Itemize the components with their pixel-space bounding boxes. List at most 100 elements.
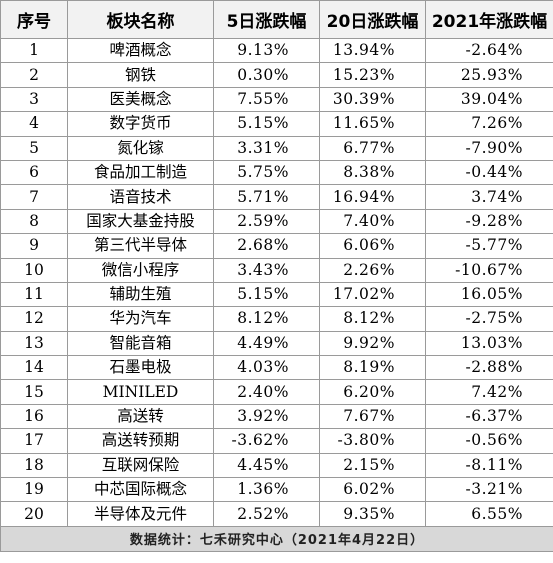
sector-name: 医美概念 (67, 86, 214, 113)
row-index: 7 (0, 184, 68, 210)
table-row: 20 半导体及元件 2.52% 9.35% 6.55% (0, 501, 553, 527)
header-20day-change: 20日涨跌幅 (319, 0, 426, 39)
change-5day: 4.49% (213, 330, 320, 357)
change-2021: 7.26% (425, 111, 553, 137)
change-20day: 8.19% (319, 355, 426, 381)
table-row: 14 石墨电极 4.03% 8.19% -2.88% (0, 355, 553, 381)
change-20day: 7.40% (319, 208, 426, 235)
row-index: 9 (0, 233, 68, 259)
change-5day: 5.15% (213, 281, 320, 308)
sector-name: 辅助生殖 (67, 281, 214, 308)
sector-name: 石墨电极 (67, 355, 214, 381)
change-5day: 0.30% (213, 62, 320, 88)
change-20day: 7.67% (319, 403, 426, 430)
change-5day: 1.36% (213, 477, 320, 503)
sector-name: 第三代半导体 (67, 233, 214, 259)
row-index: 10 (0, 257, 68, 283)
sector-name: 智能音箱 (67, 330, 214, 357)
table-row: 15 MINILED 2.40% 6.20% 7.42% (0, 379, 553, 405)
sector-name: 啤酒概念 (67, 37, 214, 64)
sector-name: 中芯国际概念 (67, 477, 214, 503)
change-20day: 15.23% (319, 62, 426, 88)
change-5day: 8.12% (213, 306, 320, 332)
change-2021: -2.75% (425, 306, 553, 332)
change-5day: 3.92% (213, 403, 320, 430)
sector-name: 数字货币 (67, 111, 214, 137)
header-sector-name: 板块名称 (67, 0, 214, 39)
change-2021: -2.88% (425, 355, 553, 381)
change-20day: 6.02% (319, 477, 426, 503)
change-2021: -0.56% (425, 428, 553, 454)
sector-name: 高送转预期 (67, 428, 214, 454)
table-row: 8 国家大基金持股 2.59% 7.40% -9.28% (0, 208, 553, 235)
sector-name: 语音技术 (67, 184, 214, 210)
table-row: 19 中芯国际概念 1.36% 6.02% -3.21% (0, 477, 553, 503)
table-row: 11 辅助生殖 5.15% 17.02% 16.05% (0, 281, 553, 308)
change-20day: 2.15% (319, 452, 426, 479)
row-index: 15 (0, 379, 68, 405)
sector-name: 互联网保险 (67, 452, 214, 479)
sector-name: 半导体及元件 (67, 501, 214, 527)
header-5day-change: 5日涨跌幅 (213, 0, 320, 39)
row-index: 1 (0, 37, 68, 64)
change-20day: 13.94% (319, 37, 426, 64)
change-2021: 16.05% (425, 281, 553, 308)
change-5day: 2.40% (213, 379, 320, 405)
table-row: 17 高送转预期 -3.62% -3.80% -0.56% (0, 428, 553, 454)
change-20day: 6.20% (319, 379, 426, 405)
change-20day: 2.26% (319, 257, 426, 283)
change-20day: 17.02% (319, 281, 426, 308)
change-5day: 7.55% (213, 86, 320, 113)
change-20day: 8.12% (319, 306, 426, 332)
change-2021: 25.93% (425, 62, 553, 88)
row-index: 11 (0, 281, 68, 308)
row-index: 2 (0, 62, 68, 88)
source-note: 数据统计：七禾研究中心（2021年4月22日） (0, 525, 553, 552)
change-20day: 30.39% (319, 86, 426, 113)
change-20day: 6.06% (319, 233, 426, 259)
change-2021: -3.21% (425, 477, 553, 503)
change-2021: -5.77% (425, 233, 553, 259)
change-2021: -6.37% (425, 403, 553, 430)
row-index: 3 (0, 86, 68, 113)
sector-name: MINILED (67, 379, 214, 405)
change-5day: 9.13% (213, 37, 320, 64)
change-5day: 3.43% (213, 257, 320, 283)
table-row: 9 第三代半导体 2.68% 6.06% -5.77% (0, 233, 553, 259)
table-row: 5 氮化镓 3.31% 6.77% -7.90% (0, 135, 553, 161)
change-2021: 39.04% (425, 86, 553, 113)
sector-name: 微信小程序 (67, 257, 214, 283)
change-5day: 2.59% (213, 208, 320, 235)
change-2021: -9.28% (425, 208, 553, 235)
row-index: 6 (0, 159, 68, 186)
table-row: 6 食品加工制造 5.75% 8.38% -0.44% (0, 159, 553, 186)
row-index: 8 (0, 208, 68, 235)
sector-name: 国家大基金持股 (67, 208, 214, 235)
row-index: 4 (0, 111, 68, 137)
row-index: 14 (0, 355, 68, 381)
change-2021: -10.67% (425, 257, 553, 283)
change-2021: 3.74% (425, 184, 553, 210)
table-row: 2 钢铁 0.30% 15.23% 25.93% (0, 62, 553, 88)
sector-name: 氮化镓 (67, 135, 214, 161)
sector-name: 食品加工制造 (67, 159, 214, 186)
change-2021: 6.55% (425, 501, 553, 527)
header-row: 序号 板块名称 5日涨跌幅 20日涨跌幅 2021年涨跌幅 (0, 0, 553, 39)
row-index: 19 (0, 477, 68, 503)
row-index: 18 (0, 452, 68, 479)
table-row: 10 微信小程序 3.43% 2.26% -10.67% (0, 257, 553, 283)
change-5day: 2.68% (213, 233, 320, 259)
change-5day: 3.31% (213, 135, 320, 161)
change-2021: -8.11% (425, 452, 553, 479)
table-row: 13 智能音箱 4.49% 9.92% 13.03% (0, 330, 553, 357)
table-row: 18 互联网保险 4.45% 2.15% -8.11% (0, 452, 553, 479)
row-index: 12 (0, 306, 68, 332)
table-row: 16 高送转 3.92% 7.67% -6.37% (0, 403, 553, 430)
change-20day: 6.77% (319, 135, 426, 161)
change-5day: -3.62% (213, 428, 320, 454)
row-index: 13 (0, 330, 68, 357)
change-20day: 8.38% (319, 159, 426, 186)
change-5day: 2.52% (213, 501, 320, 527)
table-row: 1 啤酒概念 9.13% 13.94% -2.64% (0, 37, 553, 64)
